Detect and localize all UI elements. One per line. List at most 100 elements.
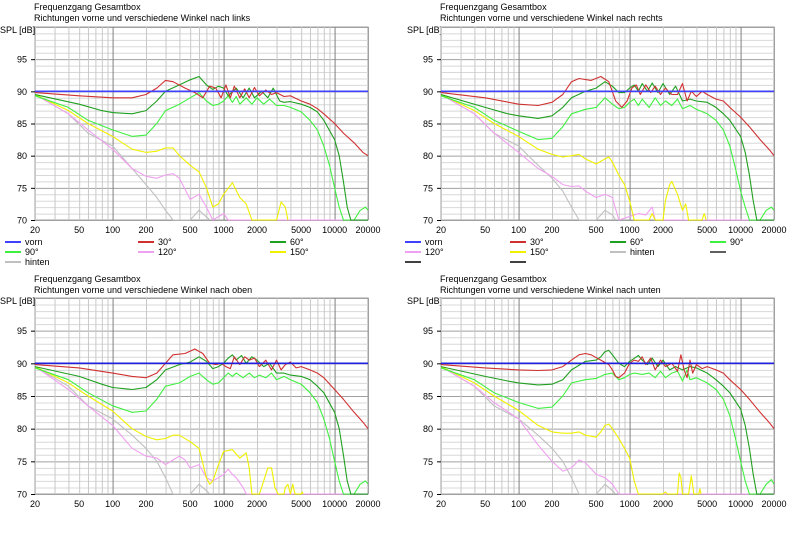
chart-subtitle: Richtungen vorne und verschiedene Winkel… [440, 285, 661, 295]
legend-label: 30° [530, 237, 544, 247]
frequency-response-plot: 70 75 80 85 90 95 20 50 100 200 500 1000 2000 5000 100… [423, 297, 787, 509]
series-group [441, 75, 774, 221]
x-tick-label: 500 [183, 225, 198, 235]
series-line-30deg [441, 352, 774, 430]
x-tick-label: 100 [511, 499, 526, 509]
x-tick-label: 20 [436, 499, 446, 509]
y-tick-label: 90 [423, 359, 433, 369]
x-tick-label: 5000 [697, 225, 717, 235]
grid [35, 27, 369, 221]
x-tick-label: 100 [511, 225, 526, 235]
series-line-150deg [35, 94, 289, 221]
legend-item: 120° [138, 247, 177, 257]
frequency-response-plot: 70 75 80 85 90 95 20 50 100 200 500 1000 2000 5000 100… [17, 297, 381, 509]
legend-item: 150° [510, 247, 549, 257]
x-tick-label: 5000 [697, 499, 717, 509]
chart-subtitle: Richtungen vorne und verschiedene Winkel… [34, 13, 251, 23]
chart-title: Frequenzgang Gesamtbox [34, 274, 141, 284]
grid [441, 27, 775, 221]
series-line-30deg [441, 75, 774, 157]
legend-swatch [5, 241, 21, 243]
x-tick-label: 500 [589, 499, 604, 509]
x-tick-label: 10000 [728, 225, 753, 235]
legend-swatch [510, 261, 526, 263]
series-line-30deg [35, 79, 368, 157]
series-line-90deg [35, 367, 368, 495]
legend-swatch [405, 251, 421, 253]
frequency-response-plot: 70 75 80 85 90 95 20 50 100 200 500 1000 2000 5000 100… [423, 26, 787, 235]
y-tick-label: 70 [17, 216, 27, 226]
x-tick-label: 50 [480, 225, 490, 235]
x-tick-label: 50 [74, 225, 84, 235]
x-tick-label: 100 [105, 499, 120, 509]
legend-swatch [405, 241, 421, 243]
y-tick-label: 95 [423, 326, 433, 336]
series-line-hinten [35, 94, 211, 221]
legend-swatch [510, 251, 526, 253]
series-line-150deg [441, 366, 702, 495]
x-tick-label: 50 [74, 499, 84, 509]
series-line-30deg [35, 348, 368, 430]
x-tick-label: 2000 [653, 499, 673, 509]
y-tick-label: 75 [423, 183, 433, 193]
x-tick-label: 500 [589, 225, 604, 235]
legend-label: 90° [730, 237, 744, 247]
x-tick-label: 20000 [761, 225, 786, 235]
legend-label: 120° [158, 247, 177, 257]
y-tick-label: 70 [17, 490, 27, 500]
y-tick-label: 95 [17, 326, 27, 336]
legend-item [510, 257, 530, 267]
x-tick-label: 20000 [355, 499, 380, 509]
chart-panel-bottom: Frequenzgang Gesamtbox Richtungen vorne u… [400, 270, 800, 540]
y-tick-label: 90 [17, 359, 27, 369]
legend-item: hinten [610, 247, 655, 257]
y-axis-label: SPL [dB] [0, 25, 36, 35]
legend-item [710, 247, 730, 257]
legend-label: 90° [25, 247, 39, 257]
x-tick-label: 20000 [355, 225, 380, 235]
x-tick-label: 200 [544, 499, 559, 509]
series-line-90deg [441, 367, 774, 495]
chart-panel-right: Frequenzgang Gesamtbox Richtungen vorne u… [400, 0, 800, 270]
legend-item: vorn [5, 237, 43, 247]
series-group [35, 75, 368, 221]
chart-subtitle: Richtungen vorne und verschiedene Winkel… [440, 13, 663, 23]
x-tick-label: 1000 [214, 225, 234, 235]
legend-item: 150° [270, 247, 309, 257]
y-tick-label: 80 [423, 151, 433, 161]
series-group [441, 349, 774, 495]
legend-swatch [710, 251, 726, 253]
y-tick-label: 80 [423, 424, 433, 434]
legend-label: vorn [25, 237, 43, 247]
x-tick-label: 10000 [728, 499, 753, 509]
x-tick-label: 2000 [653, 225, 673, 235]
x-tick-label: 100 [105, 225, 120, 235]
legend-label: 150° [530, 247, 549, 257]
x-tick-label: 1000 [620, 499, 640, 509]
legend-swatch [610, 251, 626, 253]
legend-swatch [270, 251, 286, 253]
x-tick-label: 1000 [214, 499, 234, 509]
legend-swatch [610, 241, 626, 243]
y-tick-label: 75 [17, 183, 27, 193]
y-tick-label: 70 [423, 490, 433, 500]
y-axis-label: SPL [dB] [0, 296, 36, 306]
legend-label: hinten [25, 257, 50, 267]
legend: vorn 30° 60° 90° 120° 150° hinten [400, 237, 800, 277]
series-group [35, 348, 368, 495]
legend-item: 30° [510, 237, 544, 247]
legend-label: 60° [630, 237, 644, 247]
chart-panel-top: Frequenzgang Gesamtbox Richtungen vorne u… [0, 270, 400, 540]
y-tick-label: 85 [17, 119, 27, 129]
frequency-response-plot: 70 75 80 85 90 95 20 50 100 200 500 1000 2000 5000 100… [17, 26, 381, 235]
series-line-60deg [35, 75, 368, 221]
legend-swatch [5, 261, 21, 263]
series-line-120deg [35, 94, 368, 221]
legend-swatch [138, 251, 154, 253]
legend-swatch [510, 241, 526, 243]
y-tick-label: 80 [17, 151, 27, 161]
series-line-hinten [441, 366, 617, 495]
x-tick-label: 200 [138, 499, 153, 509]
legend-swatch [710, 241, 726, 243]
legend-label: 30° [158, 237, 172, 247]
